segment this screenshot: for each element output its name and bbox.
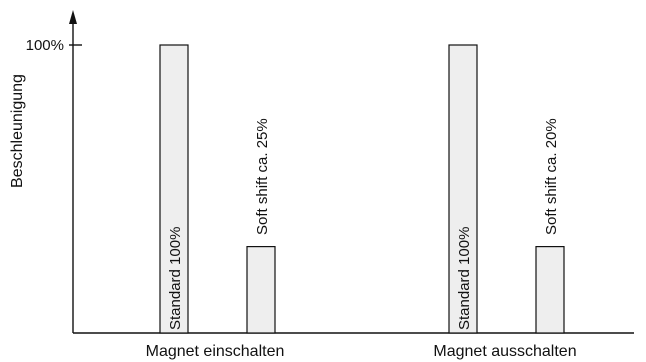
bar-label-standard-einschalten: Standard 100%	[167, 227, 184, 330]
bar-standard-einschalten	[159, 44, 189, 334]
group-magnet-ausschalten: Standard 100% Soft shift ca. 20% Magnet …	[433, 44, 577, 360]
bar-label-softshift-einschalten: Soft shift ca. 25%	[254, 118, 271, 235]
bar-label-standard-ausschalten: Standard 100%	[456, 227, 473, 330]
y-tick-label-100: 100%	[26, 37, 64, 54]
bar-label-softshift-ausschalten: Soft shift ca. 20%	[543, 118, 560, 235]
y-axis-arrow	[69, 10, 77, 24]
group-magnet-einschalten: Standard 100% Soft shift ca. 25% Magnet …	[146, 44, 285, 360]
y-axis-label: Beschleunigung	[9, 74, 26, 188]
bar-softshift-einschalten	[246, 246, 276, 334]
category-label-einschalten: Magnet einschalten	[146, 343, 285, 360]
category-label-ausschalten: Magnet ausschalten	[433, 343, 576, 360]
bar-standard-ausschalten	[448, 44, 478, 334]
bar-softshift-ausschalten	[535, 246, 565, 334]
